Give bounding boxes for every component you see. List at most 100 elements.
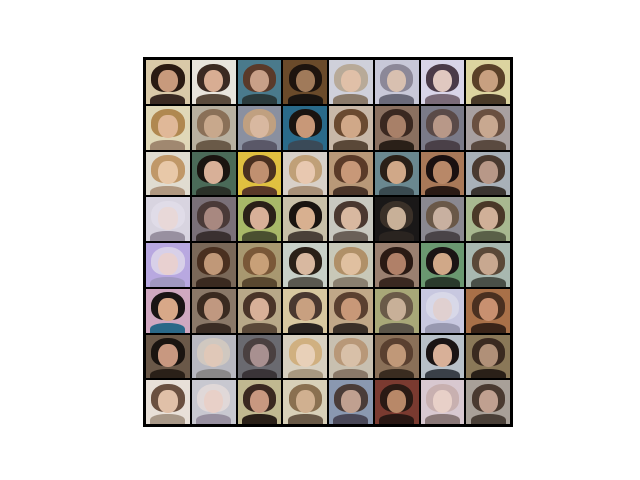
face-tile-face (387, 161, 407, 184)
face-tile-face (432, 389, 452, 413)
face-tile-shoulders (196, 185, 232, 196)
face-tile (237, 334, 282, 379)
face-tile-face (158, 298, 178, 322)
face-tile-shoulders (424, 322, 460, 333)
face-tile-face (387, 69, 407, 93)
face-tile-shoulders (424, 414, 460, 424)
face-tile-face (204, 206, 224, 230)
face-tile-face (249, 298, 269, 322)
face-tile-shoulders (424, 368, 460, 379)
face-tile (146, 243, 190, 287)
face-tile-shoulders (379, 185, 415, 196)
face-tile (146, 197, 190, 241)
face-tile (146, 380, 190, 424)
face-tile-shoulders (470, 368, 506, 379)
face-tile-shoulders (379, 277, 415, 287)
face-tile (466, 60, 510, 104)
face-tile (191, 151, 236, 196)
face-tile-shoulders (333, 322, 369, 333)
face-tile (191, 243, 236, 287)
face-tile-face (158, 389, 178, 413)
face-tile-shoulders (333, 277, 369, 287)
face-tile-face (387, 115, 407, 139)
face-tile (329, 288, 373, 333)
face-tile-shoulders (150, 185, 186, 196)
face-tile (329, 197, 373, 241)
face-tile-face (249, 389, 269, 413)
face-tile-face (295, 69, 315, 93)
face-tile-face (341, 389, 361, 413)
face-tile-face (341, 252, 361, 276)
face-tile-shoulders (241, 414, 277, 424)
face-tile-shoulders (196, 368, 232, 379)
face-tile-shoulders (287, 322, 323, 333)
face-tile-shoulders (196, 139, 232, 150)
face-tile (191, 105, 236, 150)
face-tile-shoulders (424, 94, 460, 104)
face-tile-face (478, 115, 498, 139)
face-tile-face (341, 206, 361, 230)
face-tile (420, 197, 465, 241)
face-tile-shoulders (287, 277, 323, 287)
face-tile (237, 151, 282, 196)
face-tile (420, 243, 465, 287)
face-tile-shoulders (241, 277, 277, 287)
face-tile-shoulders (470, 322, 506, 333)
face-tile (146, 288, 190, 333)
face-tile (237, 60, 282, 104)
face-tile-face (341, 161, 361, 184)
face-tile-shoulders (379, 139, 415, 150)
face-tile (420, 288, 465, 333)
face-tile (374, 288, 419, 333)
face-tile (283, 105, 327, 150)
face-tile (283, 288, 327, 333)
face-tile-face (432, 69, 452, 93)
face-tile-face (249, 252, 269, 276)
face-tile-shoulders (470, 139, 506, 150)
face-tile-face (432, 115, 452, 139)
face-tile (374, 151, 419, 196)
face-tile (466, 151, 510, 196)
face-tile-face (478, 252, 498, 276)
face-tile-shoulders (333, 231, 369, 241)
face-tile (466, 243, 510, 287)
face-tile (329, 60, 373, 104)
face-tile-shoulders (196, 277, 232, 287)
face-tile-face (204, 389, 224, 413)
face-tile-shoulders (241, 322, 277, 333)
face-tile (329, 243, 373, 287)
face-tile-shoulders (379, 414, 415, 424)
face-tile-face (295, 298, 315, 322)
face-tile (191, 380, 236, 424)
face-tile (237, 380, 282, 424)
face-tile (329, 151, 373, 196)
face-tile-face (158, 252, 178, 276)
face-tile (374, 243, 419, 287)
face-tile-shoulders (470, 414, 506, 424)
face-tile-shoulders (150, 231, 186, 241)
face-tile-shoulders (241, 185, 277, 196)
face-tile-face (341, 69, 361, 93)
face-tile-face (478, 161, 498, 184)
face-tile (237, 288, 282, 333)
face-tile (237, 197, 282, 241)
face-tile-shoulders (287, 139, 323, 150)
face-tile (191, 60, 236, 104)
face-tile-face (432, 344, 452, 367)
face-tile-shoulders (287, 414, 323, 424)
face-tile-shoulders (150, 94, 186, 104)
face-tile-shoulders (287, 368, 323, 379)
face-tile-shoulders (379, 231, 415, 241)
face-tile (283, 243, 327, 287)
face-tile-shoulders (150, 322, 186, 333)
face-tile-face (204, 115, 224, 139)
face-tile (420, 380, 465, 424)
face-tile-shoulders (196, 231, 232, 241)
face-tile-shoulders (150, 139, 186, 150)
face-tile-face (478, 69, 498, 93)
face-tile-shoulders (470, 94, 506, 104)
face-tile-face (295, 115, 315, 139)
face-tile-face (204, 344, 224, 367)
face-tile (283, 151, 327, 196)
face-tile (466, 288, 510, 333)
